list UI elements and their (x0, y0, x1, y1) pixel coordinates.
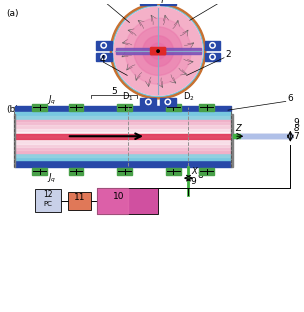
Circle shape (102, 44, 105, 46)
Circle shape (147, 0, 150, 2)
Bar (140, 98, 156, 106)
Text: 8: 8 (197, 171, 203, 180)
Bar (97, 188, 158, 214)
Bar (14, 115, 15, 167)
Bar (116, 48, 201, 54)
Bar (15, 134, 231, 139)
Circle shape (114, 7, 202, 95)
Circle shape (147, 101, 150, 103)
Circle shape (157, 50, 159, 52)
Bar (96, 41, 112, 50)
Circle shape (102, 56, 105, 58)
Bar (140, 0, 156, 5)
Bar (15, 157, 231, 160)
Circle shape (146, 99, 151, 105)
Text: D$_2$: D$_2$ (183, 90, 195, 103)
Bar (166, 168, 181, 175)
Bar (15, 125, 231, 147)
Circle shape (165, 0, 171, 3)
Bar (32, 168, 47, 175)
Bar (199, 168, 214, 175)
Bar (117, 168, 132, 175)
Circle shape (210, 54, 215, 60)
Circle shape (101, 54, 106, 60)
Bar (15, 129, 231, 144)
Circle shape (210, 43, 215, 48)
Bar (239, 134, 292, 138)
Bar (69, 168, 83, 175)
Bar (15, 162, 231, 167)
Text: $J_q$: $J_q$ (47, 94, 57, 107)
Text: 7: 7 (293, 132, 299, 141)
Bar (68, 192, 91, 210)
Circle shape (167, 101, 169, 103)
Text: $J_q$: $J_q$ (47, 172, 57, 185)
Bar (160, 98, 176, 106)
Bar (205, 53, 220, 61)
Text: PC: PC (43, 201, 52, 207)
Circle shape (211, 44, 214, 46)
Circle shape (113, 6, 203, 96)
Text: (b): (b) (6, 105, 19, 114)
Text: 4: 4 (99, 55, 105, 64)
Bar (15, 106, 231, 111)
Bar (15, 116, 231, 119)
Bar (69, 104, 83, 111)
Text: 2: 2 (225, 50, 231, 59)
Bar (117, 104, 132, 111)
Bar (15, 119, 231, 153)
Text: D$_1$: D$_1$ (122, 90, 134, 103)
Bar (15, 132, 231, 140)
Text: 9: 9 (190, 177, 196, 186)
Text: 12: 12 (43, 190, 53, 199)
Bar (96, 53, 112, 61)
Circle shape (167, 0, 169, 2)
Circle shape (165, 99, 171, 105)
Bar (199, 104, 214, 111)
Text: 1: 1 (226, 0, 232, 2)
Bar (15, 112, 231, 116)
Circle shape (150, 43, 166, 59)
Text: X: X (191, 168, 197, 177)
Bar (15, 122, 231, 150)
Circle shape (134, 27, 182, 76)
FancyBboxPatch shape (150, 47, 166, 55)
Text: 3: 3 (97, 0, 103, 2)
Text: Y: Y (160, 0, 165, 5)
Circle shape (146, 0, 151, 3)
Bar (233, 134, 292, 138)
Text: 11: 11 (74, 193, 85, 202)
Circle shape (101, 43, 106, 48)
Circle shape (143, 36, 174, 66)
Bar (205, 41, 220, 50)
Bar (35, 189, 61, 212)
Bar (231, 115, 233, 167)
Bar (15, 119, 231, 153)
Text: 6: 6 (288, 95, 293, 103)
Circle shape (211, 56, 214, 58)
Circle shape (125, 18, 191, 84)
Text: 5: 5 (111, 87, 117, 96)
Text: 10: 10 (113, 193, 124, 202)
Bar (32, 104, 47, 111)
Circle shape (110, 3, 206, 99)
Text: 8: 8 (293, 124, 299, 133)
Text: 9: 9 (293, 118, 299, 127)
Bar (166, 104, 181, 111)
Text: (a): (a) (6, 8, 19, 17)
Bar (97, 188, 128, 214)
Text: Z: Z (236, 124, 241, 133)
Text: X: X (205, 43, 210, 52)
Bar (15, 154, 231, 157)
Circle shape (114, 7, 202, 95)
Bar (233, 134, 240, 138)
Bar (160, 0, 176, 5)
